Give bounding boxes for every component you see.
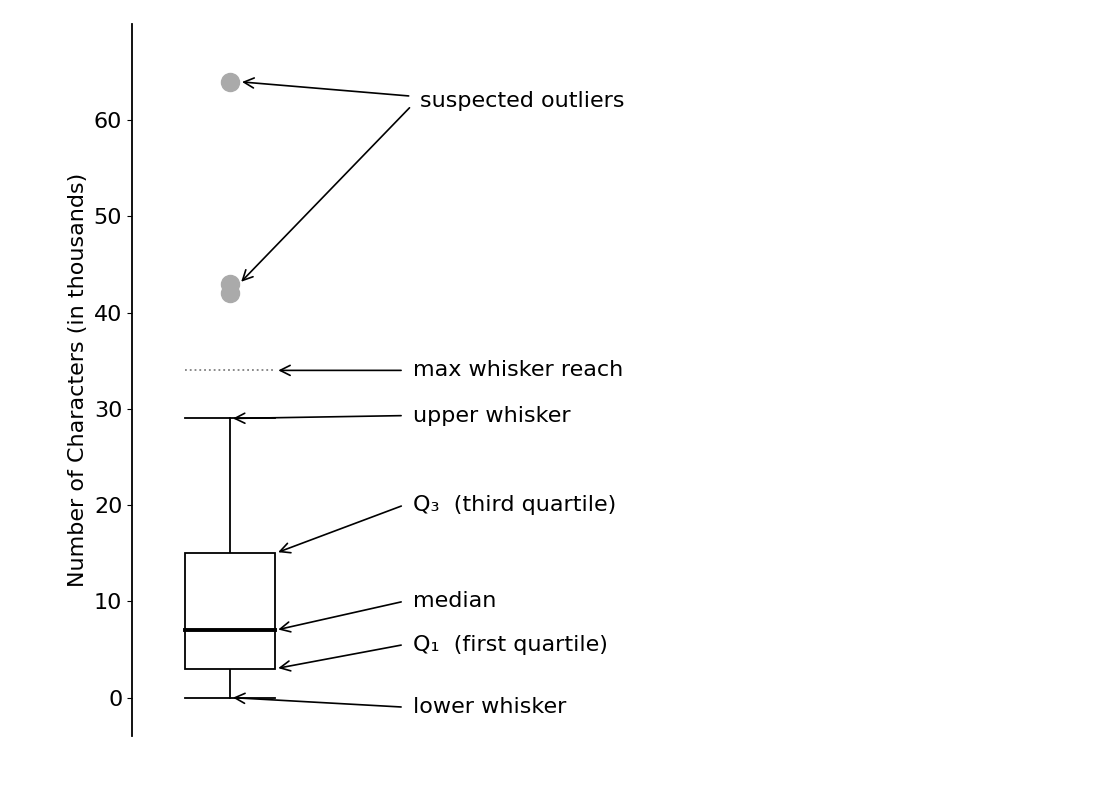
Text: suspected outliers: suspected outliers — [420, 91, 625, 111]
Text: Q₁  (first quartile): Q₁ (first quartile) — [412, 634, 608, 654]
Text: lower whisker: lower whisker — [412, 697, 566, 717]
Bar — [185, 553, 275, 669]
Text: max whisker reach: max whisker reach — [412, 360, 624, 380]
Text: Q₃  (third quartile): Q₃ (third quartile) — [412, 495, 616, 515]
Text: upper whisker: upper whisker — [412, 406, 571, 426]
Text: median: median — [412, 591, 496, 611]
Y-axis label: Number of Characters (in thousands): Number of Characters (in thousands) — [68, 173, 88, 587]
